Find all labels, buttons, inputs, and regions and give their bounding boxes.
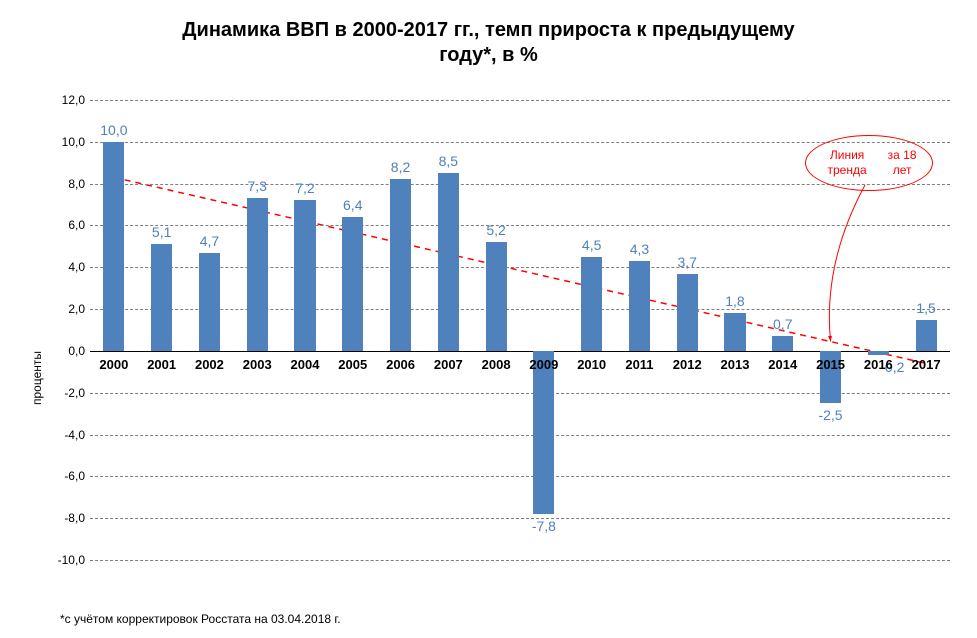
grid-line	[90, 435, 950, 436]
bar-value-label: 7,3	[230, 178, 284, 194]
bar	[390, 179, 411, 350]
plot-area: -10,0-8,0-6,0-4,0-2,00,02,04,06,08,010,0…	[90, 100, 950, 560]
bar	[868, 351, 889, 355]
bar	[486, 242, 507, 351]
grid-line	[90, 476, 950, 477]
bar-value-label: 4,3	[613, 241, 667, 257]
x-tick-label: 2011	[625, 357, 653, 372]
y-tick-label: -2,0	[55, 386, 85, 400]
y-tick-label: 12,0	[55, 93, 85, 107]
bar-value-label: 8,2	[374, 159, 428, 175]
x-tick-label: 2005	[338, 357, 367, 372]
bar-value-label: 4,7	[183, 233, 237, 249]
y-axis-title: проценты	[30, 351, 44, 405]
x-tick-label: 2010	[577, 357, 606, 372]
chart-title-l1: Динамика ВВП в 2000-2017 гг., темп приро…	[0, 18, 977, 43]
bar-value-label: 0,7	[756, 316, 810, 332]
x-tick-label: 2002	[195, 357, 224, 372]
x-tick-label: 2012	[673, 357, 702, 372]
bar	[724, 313, 745, 351]
x-tick-label: 2017	[912, 357, 941, 372]
y-tick-label: -4,0	[55, 428, 85, 442]
bar	[151, 244, 172, 351]
bar-value-label: 8,5	[421, 153, 475, 169]
bar-value-label: 5,1	[135, 224, 189, 240]
bar	[438, 173, 459, 351]
bar-value-label: -7,8	[517, 518, 571, 534]
bar	[103, 142, 124, 351]
bar-value-label: 1,8	[708, 293, 762, 309]
x-tick-label: 2014	[768, 357, 797, 372]
trend-callout-l1: Линия тренда	[814, 148, 880, 178]
x-tick-label: 2008	[482, 357, 511, 372]
y-tick-label: 8,0	[55, 177, 85, 191]
x-tick-label: 2006	[386, 357, 415, 372]
bar-value-label: 4,5	[565, 237, 619, 253]
x-tick-label: 2009	[529, 357, 558, 372]
bar-value-label: 7,2	[278, 180, 332, 196]
bar	[199, 253, 220, 351]
x-tick-label: 2013	[721, 357, 750, 372]
footnote: *с учётом корректировок Росстата на 03.0…	[60, 612, 341, 626]
x-tick-label: 2015	[816, 357, 845, 372]
bar-value-label: 10,0	[87, 122, 141, 138]
bar	[772, 336, 793, 351]
bar	[581, 257, 602, 351]
x-tick-label: 2016	[864, 357, 893, 372]
bar	[294, 200, 315, 351]
trend-callout: Линия трендаза 18 лет	[805, 135, 933, 191]
y-tick-label: 10,0	[55, 135, 85, 149]
grid-line	[90, 100, 950, 101]
bar	[629, 261, 650, 351]
y-tick-label: -8,0	[55, 511, 85, 525]
x-tick-label: 2007	[434, 357, 463, 372]
x-tick-label: 2000	[99, 357, 128, 372]
chart-container: проценты -10,0-8,0-6,0-4,0-2,00,02,04,06…	[30, 95, 960, 593]
y-tick-label: -6,0	[55, 469, 85, 483]
y-tick-label: 6,0	[55, 218, 85, 232]
bar-value-label: -2,5	[804, 407, 858, 423]
grid-line	[90, 560, 950, 561]
bar-value-label: 6,4	[326, 197, 380, 213]
y-tick-label: 4,0	[55, 260, 85, 274]
bar	[533, 351, 554, 514]
chart-title-l2: году*, в %	[0, 43, 977, 68]
trend-callout-l2: за 18 лет	[880, 148, 924, 178]
bar	[342, 217, 363, 351]
y-tick-label: 0,0	[55, 344, 85, 358]
bar	[247, 198, 268, 351]
bar-value-label: 3,7	[660, 254, 714, 270]
x-tick-label: 2004	[291, 357, 320, 372]
bar	[677, 274, 698, 351]
bar-value-label: 1,5	[899, 300, 953, 316]
y-tick-label: 2,0	[55, 302, 85, 316]
x-tick-label: 2001	[147, 357, 176, 372]
bar-value-label: 5,2	[469, 222, 523, 238]
x-tick-label: 2003	[243, 357, 272, 372]
bar	[916, 320, 937, 351]
y-tick-label: -10,0	[55, 553, 85, 567]
